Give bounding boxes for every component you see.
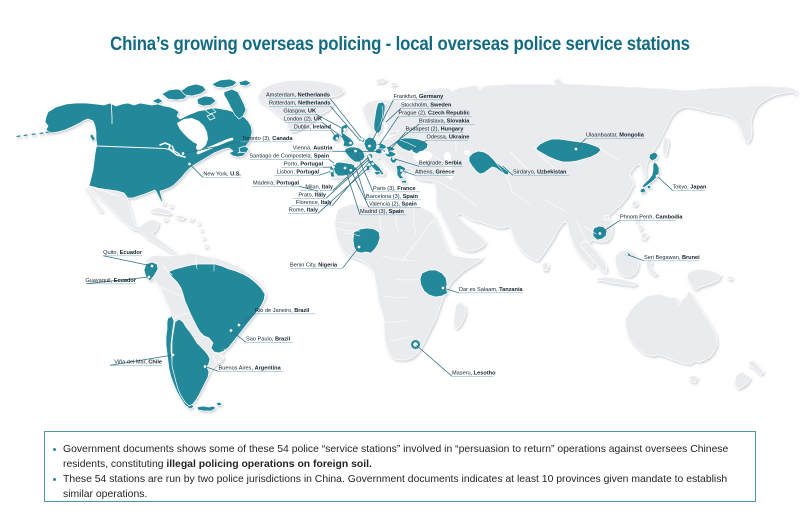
svg-text:Odessa, Ukraine: Odessa, Ukraine	[427, 135, 470, 141]
svg-text:Lisbon, Portugal: Lisbon, Portugal	[277, 170, 320, 176]
svg-text:Phnom Penh, Cambodia: Phnom Penh, Cambodia	[620, 215, 683, 221]
svg-text:Buenos Aires, Argentina: Buenos Aires, Argentina	[219, 366, 282, 372]
svg-text:Belgrade, Serbia: Belgrade, Serbia	[419, 161, 462, 167]
svg-text:Seri Begawan, Brunei: Seri Begawan, Brunei	[644, 255, 700, 261]
svg-text:New York, U.S.: New York, U.S.	[203, 172, 241, 178]
svg-text:Dublin, Ireland: Dublin, Ireland	[294, 125, 332, 131]
svg-text:Madeira, Portugal: Madeira, Portugal	[253, 181, 299, 187]
svg-text:Vienna, Austria: Vienna, Austria	[293, 146, 334, 152]
svg-text:Ulaanbaatar, Mongolia: Ulaanbaatar, Mongolia	[586, 133, 645, 139]
svg-text:Athens, Greece: Athens, Greece	[415, 170, 455, 176]
svg-text:Valencia (2), Spain: Valencia (2), Spain	[369, 202, 417, 208]
svg-text:Quito, Ecuador: Quito, Ecuador	[103, 250, 143, 256]
svg-text:Tokyo, Japan: Tokyo, Japan	[673, 185, 707, 191]
svg-text:Maseru, Lesotho: Maseru, Lesotho	[452, 371, 496, 377]
svg-text:Toronto (3), Canada: Toronto (3), Canada	[242, 136, 293, 142]
svg-text:Amsterdam, Netherlands: Amsterdam, Netherlands	[266, 93, 330, 99]
svg-text:Budapest (2), Hungary: Budapest (2), Hungary	[406, 127, 465, 133]
svg-text:Rio de Janeiro, Brazil: Rio de Janeiro, Brazil	[255, 308, 310, 314]
svg-text:Rotterdam, Netherlands: Rotterdam, Netherlands	[269, 101, 331, 107]
svg-text:Santiago de Compostela, Spain: Santiago de Compostela, Spain	[249, 154, 329, 160]
svg-text:Milan, Italy: Milan, Italy	[305, 185, 334, 191]
svg-text:Barcelona (3), Spain: Barcelona (3), Spain	[366, 194, 419, 200]
svg-text:Florence, Italy: Florence, Italy	[296, 200, 333, 206]
svg-text:Viña del Mar, Chile: Viña del Mar, Chile	[114, 360, 162, 366]
svg-text:Prato, Italy: Prato, Italy	[298, 193, 327, 199]
svg-text:Stockholm, Sweden: Stockholm, Sweden	[401, 103, 452, 109]
svg-text:Dar es Salaam, Tanzania: Dar es Salaam, Tanzania	[459, 287, 524, 293]
svg-text:Sao Paulo, Brazil: Sao Paulo, Brazil	[246, 337, 291, 343]
svg-text:Bratislava, Slovakia: Bratislava, Slovakia	[419, 119, 470, 125]
svg-text:Madrid (3), Spain: Madrid (3), Spain	[360, 209, 404, 215]
svg-text:Porto, Portugal: Porto, Portugal	[284, 162, 324, 168]
svg-text:Paris (3), France: Paris (3), France	[373, 186, 416, 192]
svg-text:Benin City, Nigeria: Benin City, Nigeria	[290, 263, 338, 269]
svg-text:London (2), UK: London (2), UK	[284, 117, 322, 123]
svg-text:Guayaquil, Ecuador: Guayaquil, Ecuador	[85, 278, 137, 284]
svg-text:Prague (2), Czech Republic: Prague (2), Czech Republic	[399, 111, 470, 117]
svg-text:Sirdaryo, Uzbekistan: Sirdaryo, Uzbekistan	[513, 170, 567, 176]
svg-text:Rome, Italy: Rome, Italy	[289, 208, 319, 214]
svg-text:Frankfurt, Germany: Frankfurt, Germany	[394, 94, 445, 100]
svg-text:Glasgow, UK: Glasgow, UK	[283, 109, 316, 115]
